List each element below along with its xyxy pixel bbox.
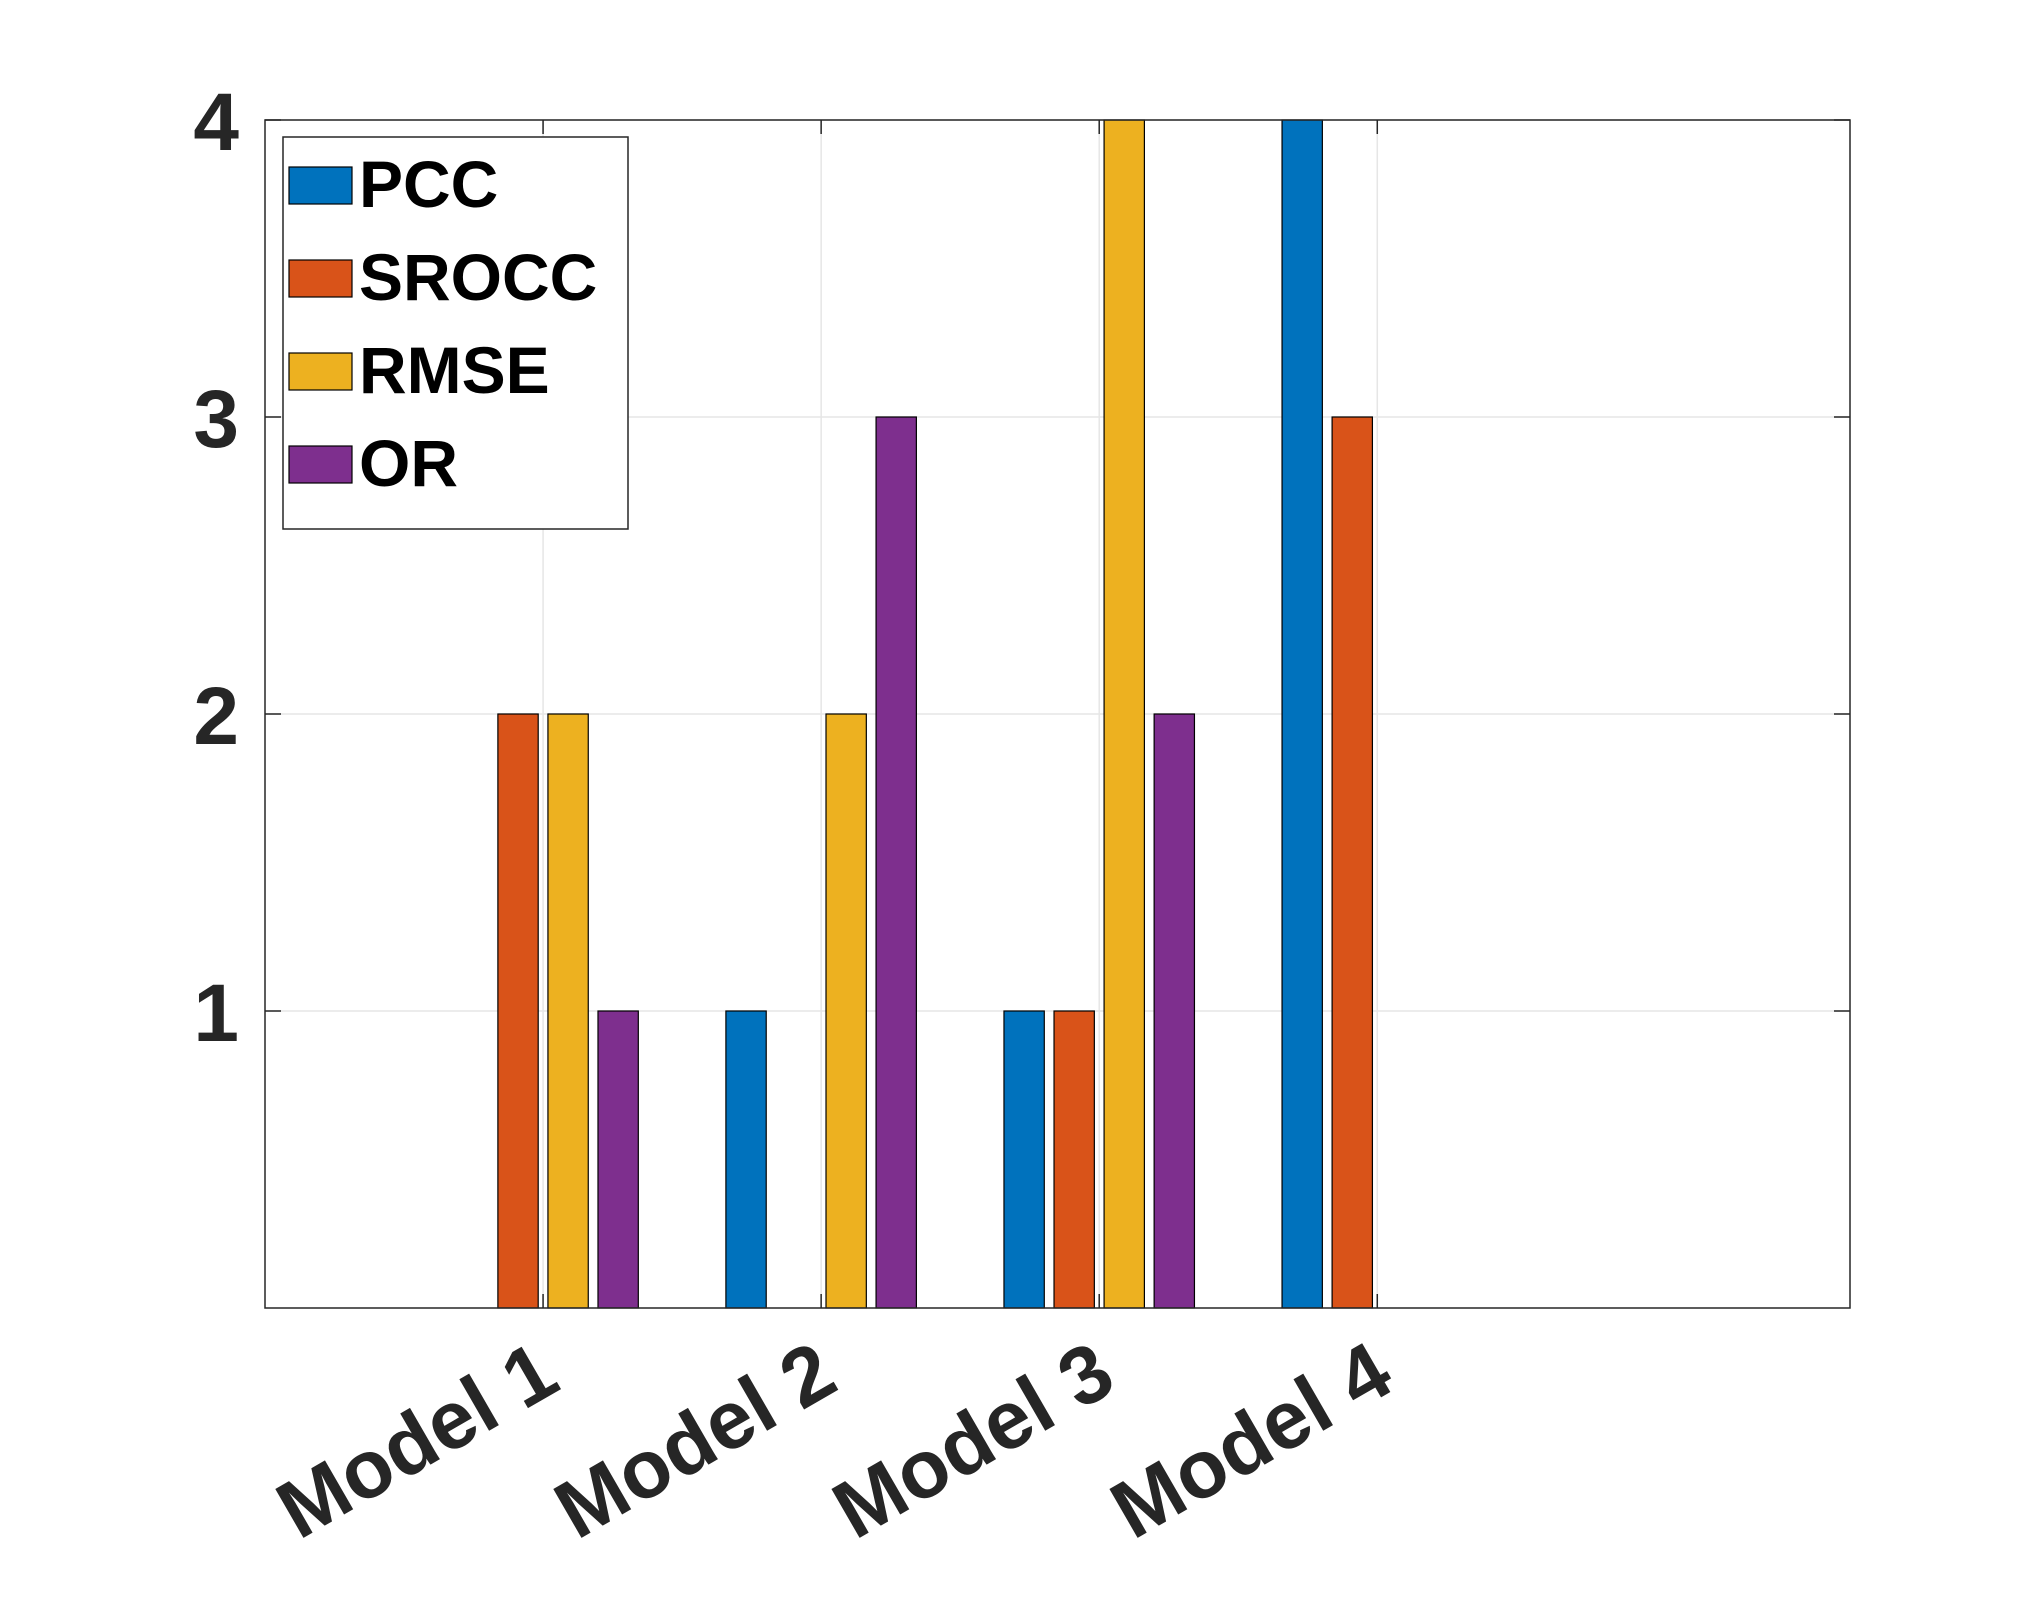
bar-rmse-model-3 xyxy=(1103,119,1145,1309)
bar-rmse-model-2 xyxy=(825,713,867,1309)
legend-label-or: OR xyxy=(359,426,458,500)
legend-swatch-or xyxy=(288,445,353,484)
y-tick-label: 1 xyxy=(193,968,239,1059)
y-tick-label: 3 xyxy=(193,374,239,465)
legend-swatch-rmse xyxy=(288,352,353,391)
bar-pcc-model-3 xyxy=(1003,1010,1045,1309)
y-tick-label: 4 xyxy=(193,77,239,168)
axis-ticks xyxy=(265,119,1850,1308)
bar-rmse-model-1 xyxy=(547,713,589,1309)
legend: PCC SROCC RMSE OR xyxy=(282,136,629,530)
bar-or-model-3 xyxy=(1153,713,1196,1309)
legend-swatch-srocc xyxy=(288,259,353,298)
legend-label-srocc: SROCC xyxy=(359,240,597,314)
bar-pcc-model-2 xyxy=(725,1010,767,1309)
y-tick-label: 2 xyxy=(193,671,239,762)
legend-swatch-pcc xyxy=(288,166,353,205)
bar-srocc-model-3 xyxy=(1053,1010,1095,1309)
bar-or-model-2 xyxy=(875,416,917,1309)
y-tick-labels: 1 2 3 4 xyxy=(193,77,239,1059)
bar-series xyxy=(497,119,1374,1309)
bar-pcc-model-4 xyxy=(1281,119,1323,1309)
legend-label-pcc: PCC xyxy=(359,147,498,221)
bar-or-model-1 xyxy=(597,1010,639,1309)
bar-srocc-model-4 xyxy=(1331,416,1374,1309)
legend-label-rmse: RMSE xyxy=(359,333,550,407)
bar-srocc-model-1 xyxy=(497,713,539,1309)
